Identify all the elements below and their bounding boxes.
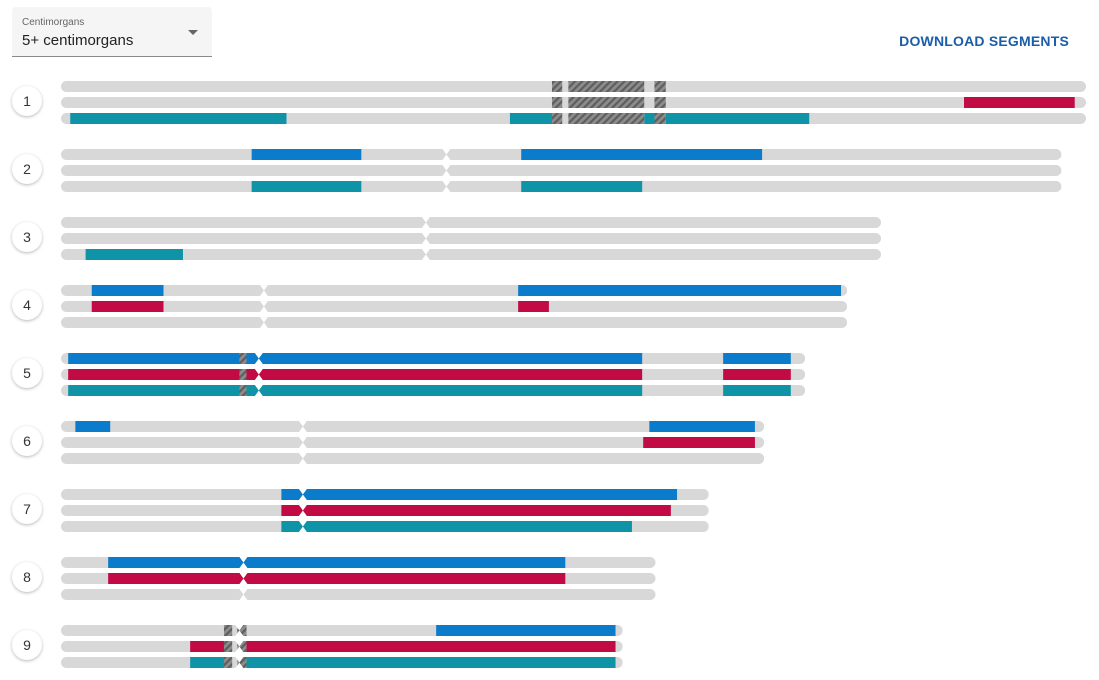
unmapped-region xyxy=(223,641,233,652)
shared-segment-red[interactable] xyxy=(108,573,566,584)
chromosome-row-9: 9 xyxy=(0,619,1099,668)
shared-segment-blue[interactable] xyxy=(91,285,164,296)
chromosome-number[interactable]: 5 xyxy=(12,358,42,388)
chromosome-row-7: 7 xyxy=(0,483,1099,532)
chromosome-track xyxy=(61,421,765,432)
chromosome-tracks xyxy=(61,625,623,668)
shared-segment-blue[interactable] xyxy=(281,489,678,500)
shared-segment-teal[interactable] xyxy=(190,657,224,668)
shared-segment-blue[interactable] xyxy=(521,149,763,160)
shared-segment-teal[interactable] xyxy=(521,181,643,192)
chromosome-tracks xyxy=(61,285,848,328)
unmapped-region xyxy=(239,385,247,396)
chromosome-number[interactable]: 2 xyxy=(12,154,42,184)
unmapped-region xyxy=(237,657,247,668)
shared-segment-teal[interactable] xyxy=(665,113,810,124)
chromosome-track xyxy=(61,217,881,228)
shared-segment-teal[interactable] xyxy=(644,113,655,124)
chromosome-number[interactable]: 1 xyxy=(12,86,42,116)
shared-segment-red[interactable] xyxy=(246,641,616,652)
unmapped-region xyxy=(551,97,563,108)
chromosome-track xyxy=(61,285,848,296)
unmapped-region xyxy=(654,97,666,108)
centimorgans-select-value: 5+ centimorgans xyxy=(22,32,134,49)
shared-segment-red[interactable] xyxy=(643,437,755,448)
chromosome-row-4: 4 xyxy=(0,279,1099,328)
shared-segment-blue[interactable] xyxy=(251,149,362,160)
chromosome-tracks xyxy=(61,353,806,396)
download-segments-button[interactable]: DOWNLOAD SEGMENTS xyxy=(899,33,1069,49)
chevron-down-icon[interactable] xyxy=(188,30,198,35)
shared-segment-blue[interactable] xyxy=(436,625,616,636)
chromosome-tracks xyxy=(61,81,1086,124)
shared-segment-teal[interactable] xyxy=(68,385,643,396)
chromosome-track xyxy=(61,301,848,312)
centimorgans-select[interactable]: Centimorgans 5+ centimorgans xyxy=(12,7,212,57)
chromosome-tracks xyxy=(61,557,656,600)
chromosome-row-1: 1 xyxy=(0,75,1099,124)
shared-segment-red[interactable] xyxy=(964,97,1075,108)
shared-segment-red[interactable] xyxy=(190,641,224,652)
unmapped-region xyxy=(239,353,247,364)
centimorgans-select-label: Centimorgans xyxy=(22,17,85,28)
chromosome-tracks xyxy=(61,421,765,464)
shared-segment-red[interactable] xyxy=(518,301,549,312)
shared-segment-red[interactable] xyxy=(68,369,643,380)
shared-segment-red[interactable] xyxy=(91,301,164,312)
chromosome-number[interactable]: 9 xyxy=(12,630,42,660)
chromosome-number[interactable]: 4 xyxy=(12,290,42,320)
unmapped-region xyxy=(239,369,247,380)
unmapped-region xyxy=(223,625,233,636)
shared-segment-teal[interactable] xyxy=(723,385,791,396)
chromosome-tracks xyxy=(61,217,881,260)
unmapped-region xyxy=(654,113,666,124)
shared-segment-blue[interactable] xyxy=(75,421,111,432)
chromosome-track xyxy=(61,317,848,328)
shared-segment-teal[interactable] xyxy=(85,249,183,260)
chromosome-number[interactable]: 6 xyxy=(12,426,42,456)
shared-segment-teal[interactable] xyxy=(281,521,632,532)
shared-segment-red[interactable] xyxy=(281,505,671,516)
chromosome-track xyxy=(61,453,765,464)
chromosome-track xyxy=(61,437,765,448)
chromosome-row-6: 6 xyxy=(0,415,1099,464)
chromosome-number[interactable]: 7 xyxy=(12,494,42,524)
unmapped-region xyxy=(237,625,247,636)
chromosome-number[interactable]: 8 xyxy=(12,562,42,592)
chromosome-row-5: 5 xyxy=(0,347,1099,396)
shared-segment-blue[interactable] xyxy=(649,421,755,432)
shared-segment-red[interactable] xyxy=(723,369,791,380)
unmapped-region xyxy=(237,641,247,652)
chromosome-row-8: 8 xyxy=(0,551,1099,600)
shared-segment-blue[interactable] xyxy=(68,353,643,364)
chromosome-tracks xyxy=(61,149,1062,192)
chromosome-track xyxy=(61,233,881,244)
shared-segment-teal[interactable] xyxy=(251,181,362,192)
unmapped-region xyxy=(223,657,233,668)
shared-segment-teal[interactable] xyxy=(70,113,287,124)
unmapped-region xyxy=(551,113,563,124)
chromosome-track xyxy=(61,165,1062,176)
chromosome-track xyxy=(61,625,623,636)
shared-segment-teal[interactable] xyxy=(246,657,616,668)
chromosome-row-2: 2 xyxy=(0,143,1099,192)
shared-segment-blue[interactable] xyxy=(723,353,791,364)
unmapped-region xyxy=(568,97,645,108)
unmapped-region xyxy=(654,81,666,92)
chromosome-row-3: 3 xyxy=(0,211,1099,260)
shared-segment-teal[interactable] xyxy=(509,113,552,124)
unmapped-region xyxy=(551,81,563,92)
chromosome-track xyxy=(61,249,881,260)
unmapped-region xyxy=(568,113,645,124)
shared-segment-blue[interactable] xyxy=(108,557,566,568)
chromosome-track xyxy=(61,589,656,600)
chromosome-number[interactable]: 3 xyxy=(12,222,42,252)
shared-segment-blue[interactable] xyxy=(518,285,842,296)
unmapped-region xyxy=(568,81,645,92)
chromosome-tracks xyxy=(61,489,709,532)
